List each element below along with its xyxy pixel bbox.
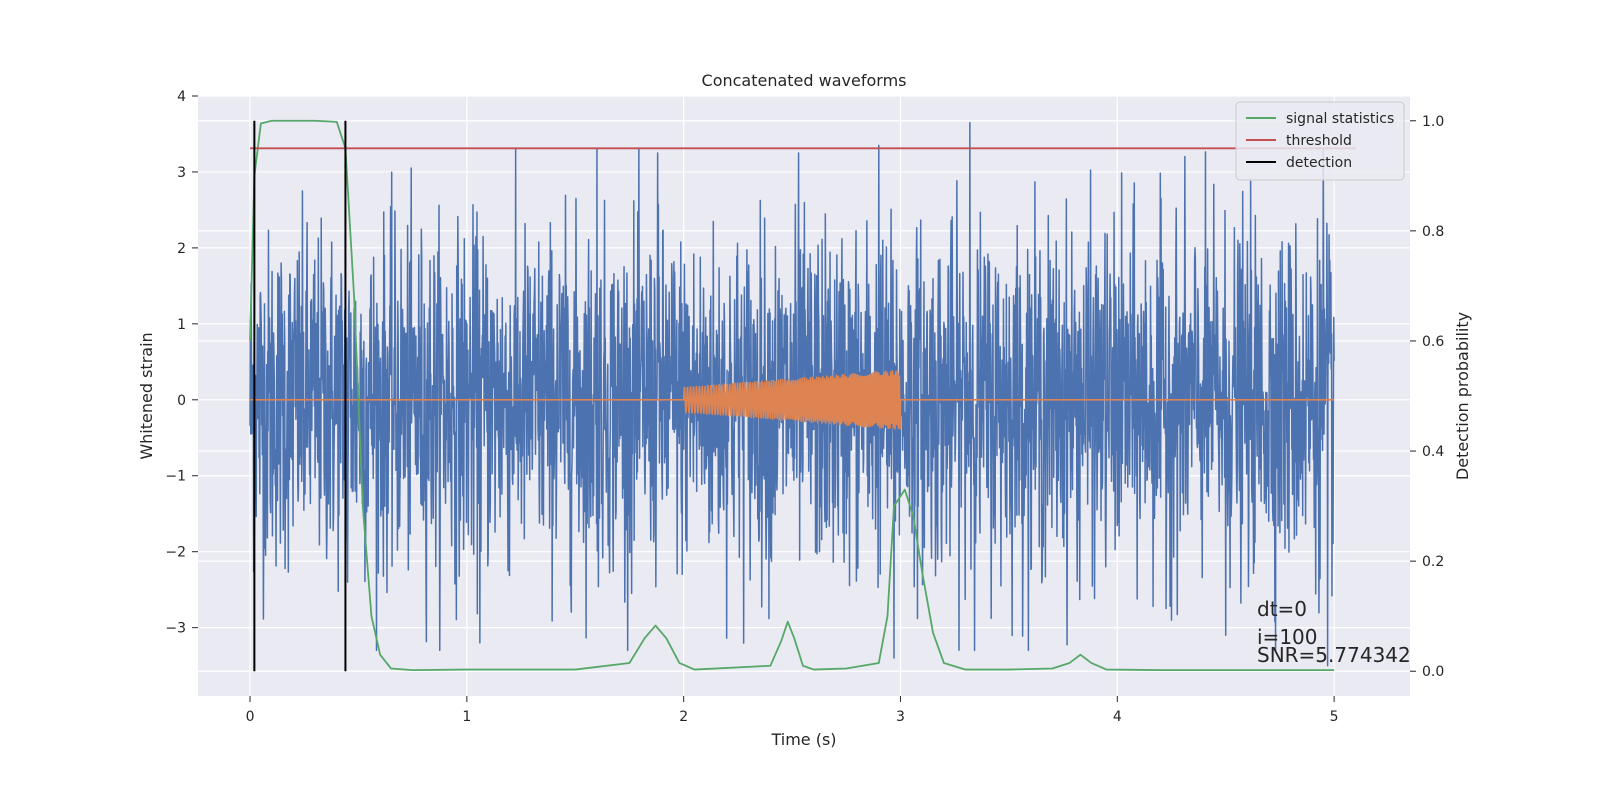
y-right-tick-label: 0.8 [1422, 224, 1444, 240]
axes: 0 1 2 3 4 5 −3 −2 −1 0 1 2 3 4 0.0 0.2 0.4 0.6 0.8 1.0 [165, 89, 1444, 725]
x-tick-label: 2 [679, 709, 688, 725]
x-tick-label: 1 [462, 709, 471, 725]
y-left-tick-label: −2 [165, 545, 186, 561]
legend-label: threshold [1286, 133, 1352, 149]
y-left-tick-label: 2 [177, 241, 186, 257]
y-axis-right-title: Detection probability [1453, 312, 1472, 480]
series-layer [249, 119, 1356, 672]
y-left-tick-label: −1 [165, 469, 186, 485]
legend-label: signal statistics [1286, 111, 1394, 127]
x-tick-label: 4 [1113, 709, 1122, 725]
legend-label: detection [1286, 155, 1352, 171]
y-left-tick-label: 1 [177, 317, 186, 333]
annotation-text: SNR=5.774342 [1257, 643, 1411, 667]
x-tick-label: 3 [896, 709, 905, 725]
y-right-tick-label: 1.0 [1422, 114, 1444, 130]
y-left-tick-label: 0 [177, 393, 186, 409]
chart-title: Concatenated waveforms [702, 71, 907, 90]
annotation-text: dt=0 [1257, 597, 1307, 621]
y-left-tick-label: 4 [177, 89, 186, 105]
series-signal-chirp [250, 369, 1335, 430]
x-tick-label: 0 [246, 709, 255, 725]
y-left-tick-label: −3 [165, 621, 186, 637]
y-right-tick-label: 0.2 [1422, 554, 1444, 570]
y-right-tick-label: 0.6 [1422, 334, 1444, 350]
x-axis-title: Time (s) [770, 730, 836, 749]
y-right-tick-label: 0.0 [1422, 664, 1444, 680]
legend: signal statistics threshold detection [1235, 101, 1405, 181]
y-left-tick-label: 3 [177, 165, 186, 181]
x-tick-label: 5 [1330, 709, 1339, 725]
legend-box [1235, 101, 1405, 181]
y-axis-left-title: Whitened strain [137, 332, 156, 459]
y-right-tick-label: 0.4 [1422, 444, 1444, 460]
annotation-text: i=100 [1257, 625, 1318, 649]
series-signal-statistics [249, 119, 1335, 672]
